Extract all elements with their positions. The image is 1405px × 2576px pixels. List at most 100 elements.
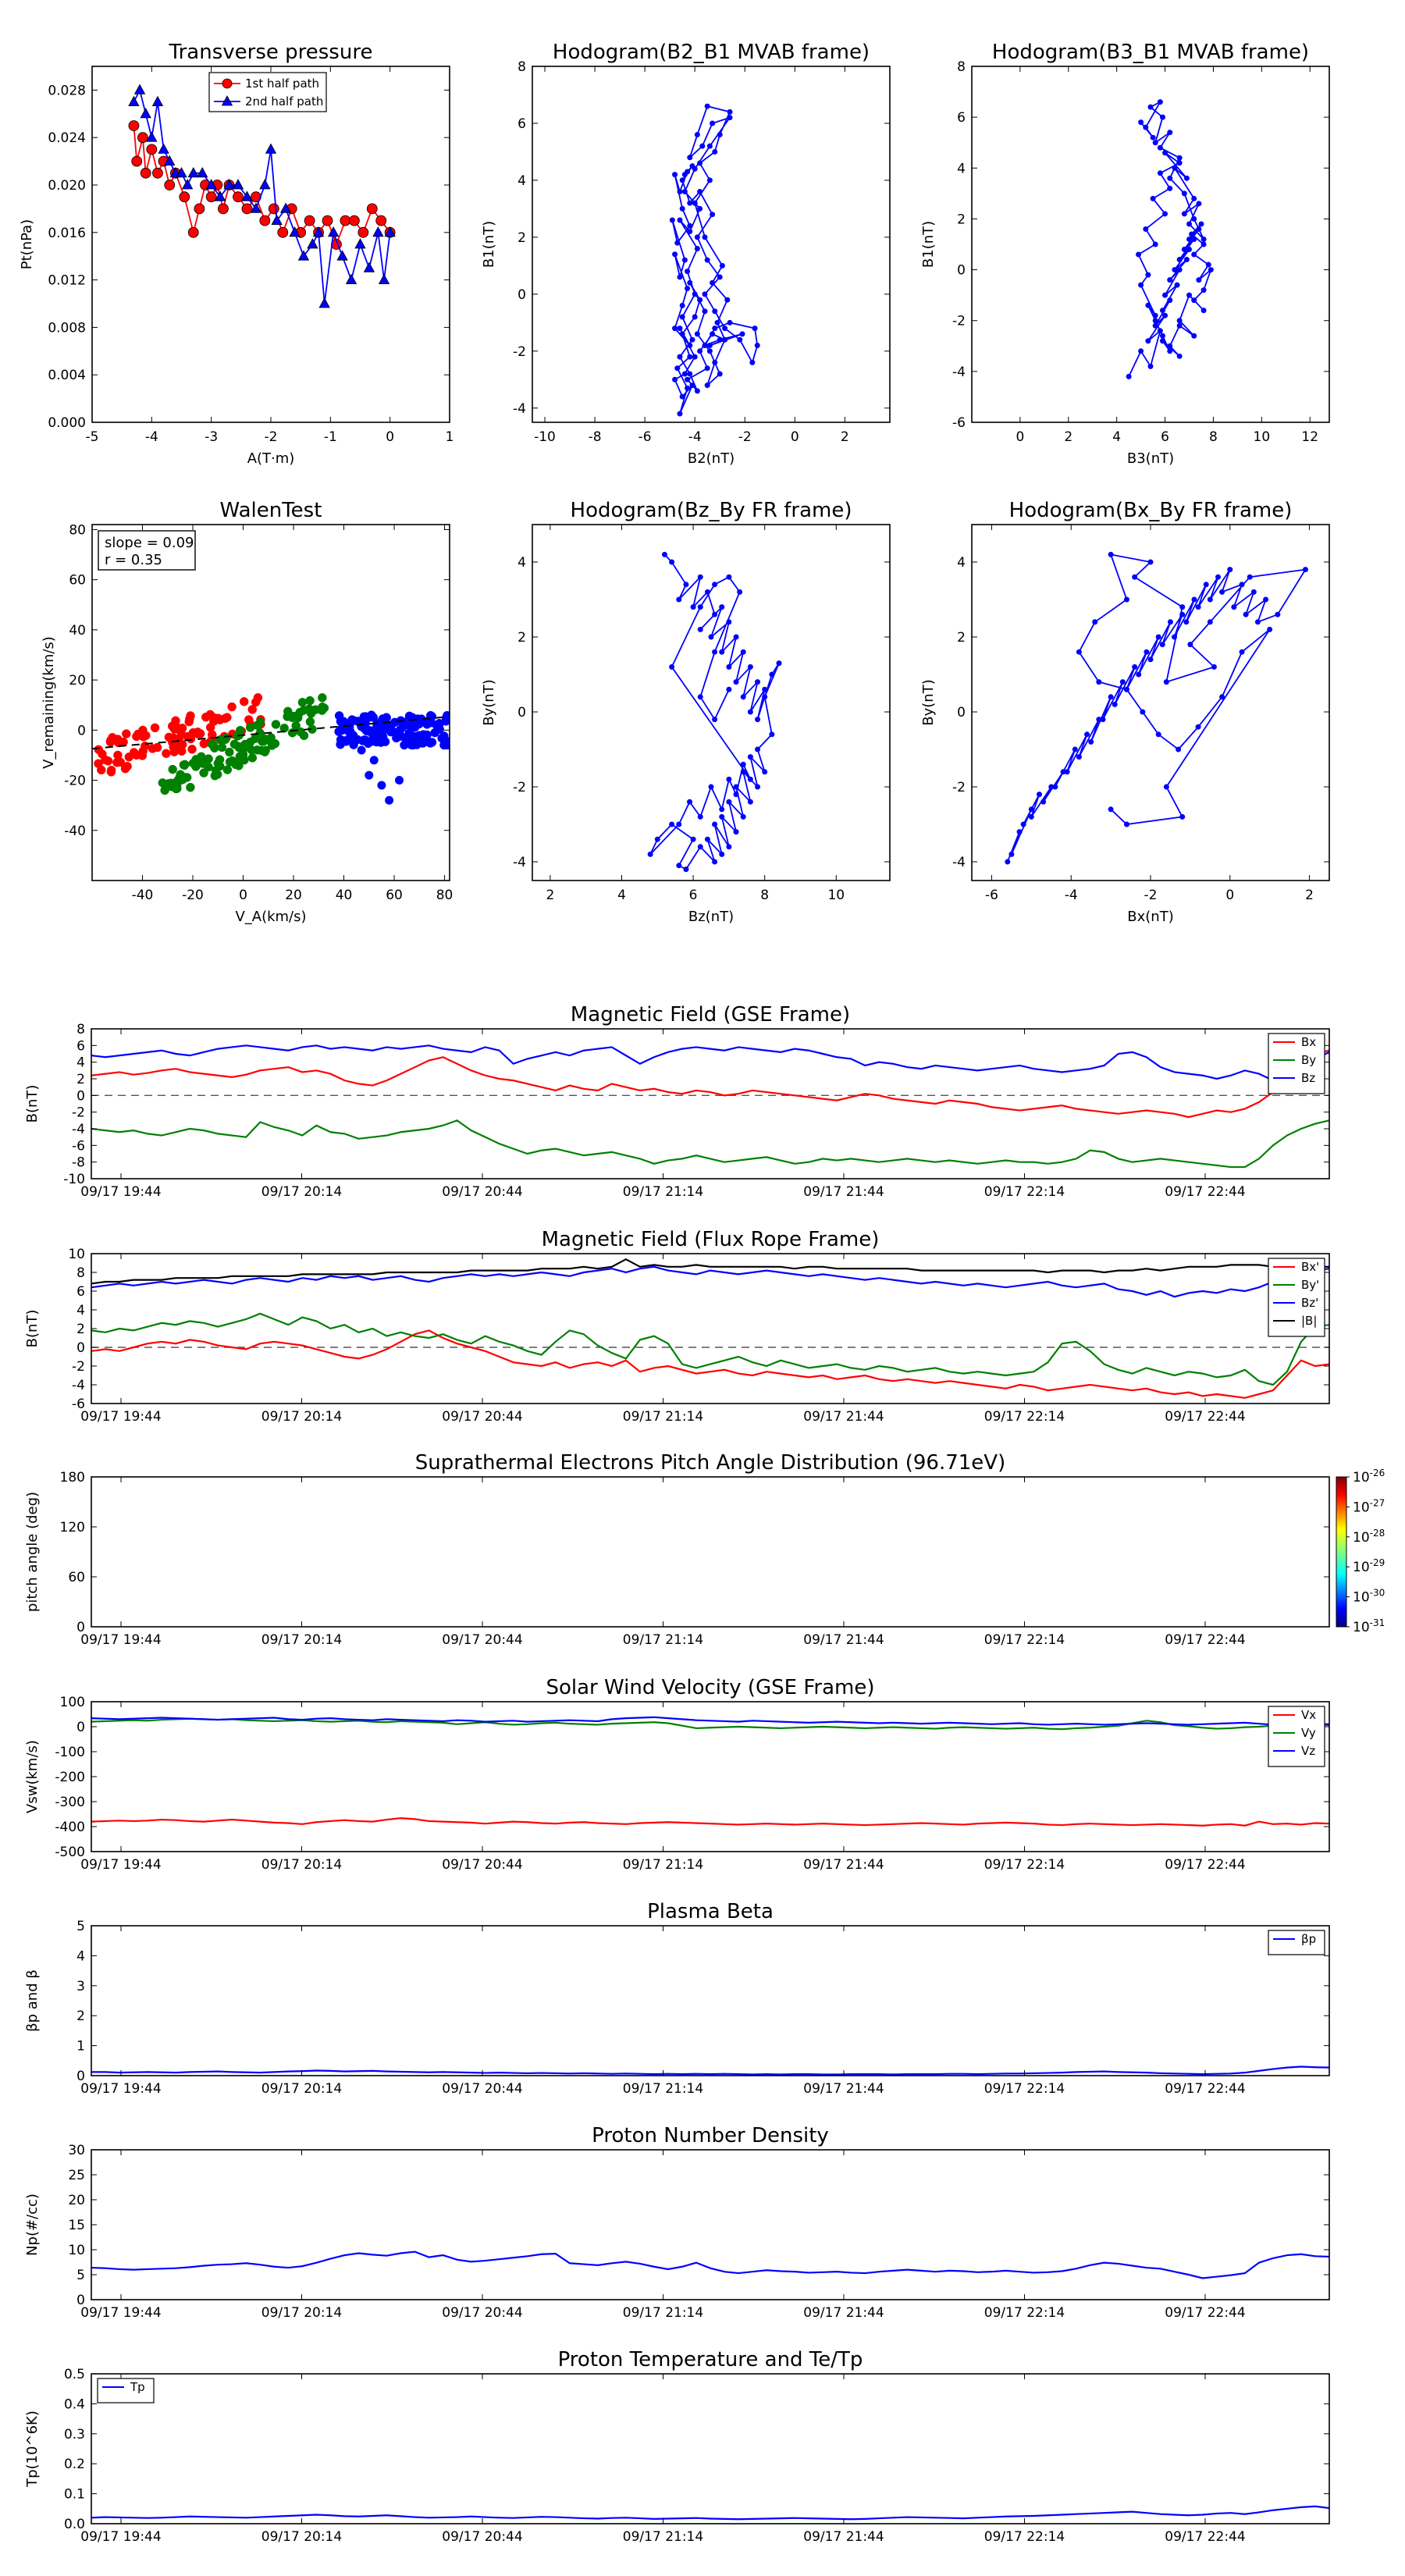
data-point [1167,277,1173,283]
data-point [740,769,746,775]
data-point [1200,287,1207,294]
x-tick-label: 09/17 19:44 [80,1857,161,1873]
data-point [681,189,688,195]
data-point [1150,134,1156,141]
data-point [1196,226,1202,232]
walen-point [235,752,245,761]
data-point [1100,717,1106,723]
x-tick-label: -40 [132,888,154,903]
data-point [727,319,733,326]
walen-point [160,785,169,795]
data-point [727,115,733,121]
data-point [717,336,723,343]
data-point [712,308,718,315]
data-point [1157,328,1163,334]
data-point [297,250,310,261]
y-tick-label: 20 [69,673,86,688]
data-point [318,297,330,308]
series-line [91,1329,1329,1399]
data-point [724,297,731,303]
data-point [685,385,691,391]
data-point [747,776,753,782]
series-line [91,1049,1329,1119]
data-point [1200,241,1207,247]
data-point [740,813,746,820]
walen-point [357,721,366,731]
data-point [1191,251,1197,258]
walen-point [418,730,429,739]
data-point [1227,567,1233,573]
data-point [689,382,695,389]
text-span: 10 [1353,1620,1370,1635]
walen-point [247,753,258,763]
x-tick-label: 6 [1161,429,1169,445]
legend: Vx Vy Vz [1268,1706,1325,1767]
walen-point [215,715,225,724]
data-marks [91,1258,1329,1399]
x-tick-label: -1 [324,429,337,445]
plot-frame [532,66,891,423]
data-point [1239,582,1245,588]
y-tick-label: 0 [76,1620,85,1635]
data-point [737,336,743,343]
data-point [1152,318,1158,324]
legend: βp [1268,1930,1325,1955]
data-point [669,821,675,827]
data-point [683,582,689,588]
data-point [1159,114,1165,120]
data-point [722,326,728,332]
data-point [1152,241,1158,247]
walen-point [120,763,130,774]
x-tick-label: 09/17 22:14 [984,1409,1065,1425]
data-point [1159,338,1165,344]
walen-point [260,734,270,744]
data-point [340,215,351,226]
y-tick-label: -20 [64,774,86,789]
data-point [762,686,768,692]
x-tick-label: -10 [534,429,556,445]
walen-point [148,744,158,753]
data-point [372,226,384,237]
data-point [1179,611,1186,617]
walen-point [369,756,379,765]
data-point [1162,312,1168,318]
plot-frame [971,524,1330,881]
data-point [1112,701,1118,707]
y-tick-label: 8 [76,1022,85,1037]
y-tick-label: 25 [68,2168,85,2183]
walen-point [305,717,315,727]
data-point [694,331,700,337]
data-point [1016,829,1023,835]
data-marks [647,551,782,873]
y-tick-label: -200 [55,1770,85,1785]
walen-point [270,738,280,749]
legend-label: Bz' [1301,1296,1318,1310]
data-point [1167,185,1173,191]
data-point [205,191,217,203]
walen-point [414,719,424,729]
x-tick-label: 09/17 20:14 [261,2305,342,2321]
x-tick-label: 12 [1301,429,1318,445]
x-tick-label: 09/17 21:14 [623,1184,703,1200]
data-point [697,844,703,850]
y-tick-label: 6 [957,110,966,126]
data-point [259,179,271,190]
data-point [749,359,756,365]
data-point [689,336,695,343]
walen-point [380,737,390,746]
data-point [1196,201,1202,207]
data-point [1145,338,1151,344]
x-tick-label: 09/17 21:44 [803,1632,884,1648]
legend-label: By [1301,1053,1316,1067]
walen-point [234,742,244,753]
walen-point [227,756,237,766]
data-point [232,179,244,190]
data-point [747,709,753,715]
data-marks [91,2505,1329,2521]
data-point [187,226,199,238]
data-point [1167,175,1173,181]
x-tick-label: 09/17 22:14 [984,1857,1065,1873]
walen-point [442,738,450,748]
data-point [679,314,685,320]
walen-point [247,705,257,714]
